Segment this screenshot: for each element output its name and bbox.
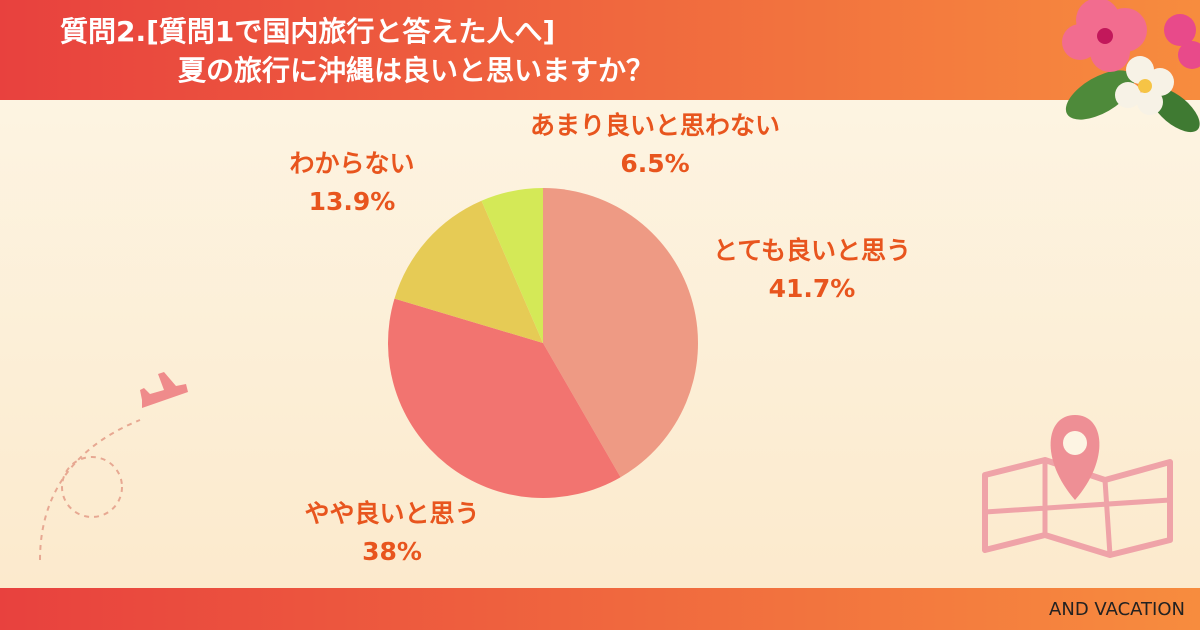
flower-decoration — [1062, 0, 1200, 133]
pie-slice — [394, 200, 543, 343]
footer-band — [0, 588, 1200, 630]
slice-value-label: 6.5% — [620, 149, 689, 178]
slice-label: あまり良いと思わない — [530, 111, 780, 140]
plane-decoration — [39, 372, 188, 561]
header-band — [0, 0, 1200, 100]
map-decoration — [982, 415, 1173, 558]
slice-value-label: 13.9% — [309, 187, 396, 216]
pie-slice — [543, 188, 698, 478]
slice-label: とても良いと思う — [713, 236, 911, 265]
pie-slice — [387, 298, 621, 498]
chart-title: 質問2.[質問1で国内旅行と答えた人へ] — [60, 15, 555, 48]
pie-slice — [481, 188, 543, 343]
slice-value-label: 38% — [362, 537, 422, 566]
footer-text: AND VACATION — [1049, 599, 1185, 620]
chart-subtitle: 夏の旅行に沖縄は良いと思いますか？ — [178, 54, 654, 87]
slice-value-label: 41.7% — [769, 274, 856, 303]
slice-label: やや良いと思う — [304, 499, 479, 528]
slice-label: わからない — [289, 149, 414, 178]
